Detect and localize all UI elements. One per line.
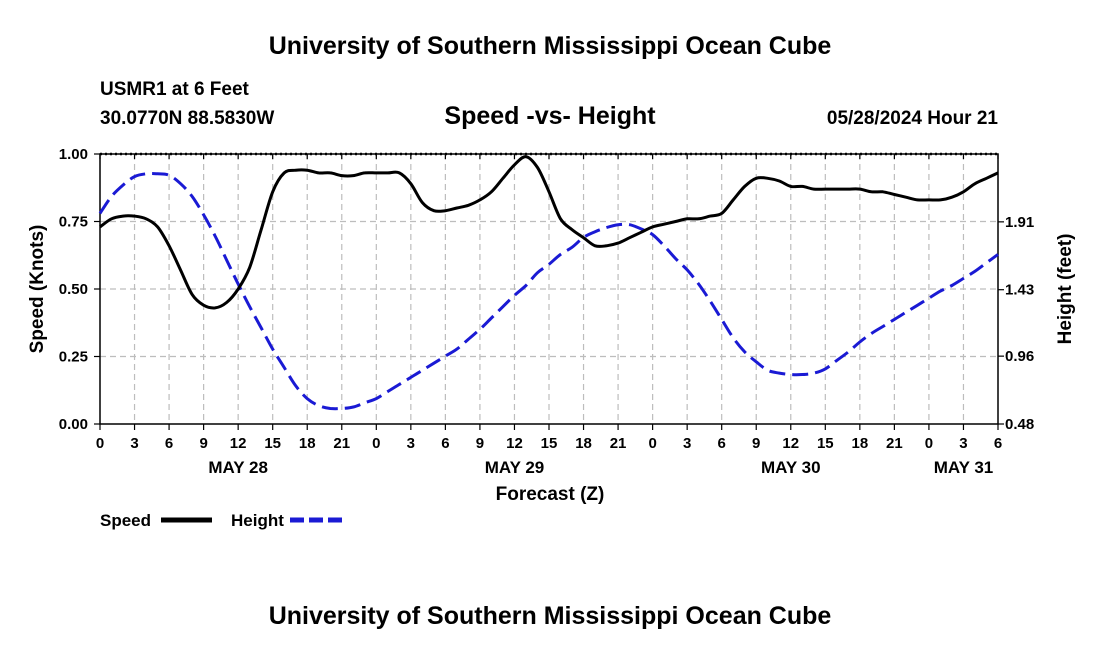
footer-title: University of Southern Mississippi Ocean…: [269, 602, 832, 630]
x-tick-label: 9: [476, 435, 484, 452]
y-tick-label: 0.25: [59, 349, 88, 366]
x-tick-label: 6: [994, 435, 1002, 452]
y2-tick-label: 0.96: [1005, 348, 1034, 365]
station-label: USMR1 at 6 Feet: [100, 79, 250, 100]
x-tick-label: 18: [575, 435, 592, 452]
series-line-height: [98, 172, 999, 411]
right-axis-ticks: 0.48 0.96 1.43 1.91: [998, 214, 1034, 433]
series-line-speed: [99, 155, 999, 310]
x-tick-label: 6: [441, 435, 449, 452]
date-label: MAY 29: [485, 458, 545, 477]
data-series: [98, 155, 999, 411]
x-tick-label: 18: [299, 435, 316, 452]
x-tick-label: 18: [852, 435, 869, 452]
date-label: MAY 31: [934, 458, 994, 477]
y2-tick-label: 0.48: [1005, 416, 1034, 433]
y2-tick-label: 1.43: [1005, 282, 1034, 299]
x-tick-label: 15: [541, 435, 558, 452]
x-tick-label: 3: [683, 435, 691, 452]
date-label: MAY 28: [208, 458, 268, 477]
gridlines: [100, 154, 998, 424]
x-tick-label: 15: [817, 435, 834, 452]
x-tick-label: 12: [782, 435, 799, 452]
left-axis-ticks: 0.00 0.25 0.50 0.75 1.00: [59, 146, 100, 433]
x-tick-label: 15: [264, 435, 281, 452]
x-tick-label: 12: [506, 435, 523, 452]
x-tick-label: 0: [372, 435, 380, 452]
legend: Speed Height: [100, 511, 342, 530]
page-title: University of Southern Mississippi Ocean…: [269, 32, 832, 60]
x-tick-label: 9: [199, 435, 207, 452]
date-label: MAY 30: [761, 458, 821, 477]
legend-speed-label: Speed: [100, 511, 151, 530]
y-tick-label: 1.00: [59, 146, 88, 163]
x-tick-label: 3: [959, 435, 967, 452]
x-tick-label: 21: [333, 435, 350, 452]
x-tick-label: 3: [407, 435, 415, 452]
y-axis-label: Speed (Knots): [27, 225, 48, 354]
y-tick-label: 0.00: [59, 416, 88, 433]
x-tick-label: 0: [925, 435, 933, 452]
y2-axis-label: Height (feet): [1055, 234, 1076, 345]
x-axis-ticks: 0 3 6 9 12 15 18 21 0 3 6 9 12 15 18 21 0 3 6 9 12 15 18 21 0 3 6: [96, 154, 1002, 452]
legend-height-label: Height: [231, 511, 284, 530]
station-coordinates: 30.0770N 88.5830W: [100, 108, 274, 129]
y-tick-label: 0.75: [59, 214, 88, 231]
chart-title: Speed -vs- Height: [444, 102, 656, 130]
x-tick-label: 12: [230, 435, 247, 452]
forecast-datetime: 05/28/2024 Hour 21: [827, 108, 999, 129]
x-tick-label: 3: [130, 435, 138, 452]
x-tick-label: 0: [648, 435, 656, 452]
x-tick-label: 6: [165, 435, 173, 452]
x-axis-label: Forecast (Z): [496, 484, 605, 505]
x-tick-label: 0: [96, 435, 104, 452]
date-labels: MAY 28 MAY 29 MAY 30 MAY 31: [208, 458, 993, 477]
x-tick-label: 9: [752, 435, 760, 452]
x-tick-label: 21: [610, 435, 627, 452]
y2-tick-label: 1.91: [1005, 214, 1034, 231]
x-tick-label: 21: [886, 435, 903, 452]
y-tick-label: 0.50: [59, 281, 88, 298]
x-tick-label: 6: [718, 435, 726, 452]
